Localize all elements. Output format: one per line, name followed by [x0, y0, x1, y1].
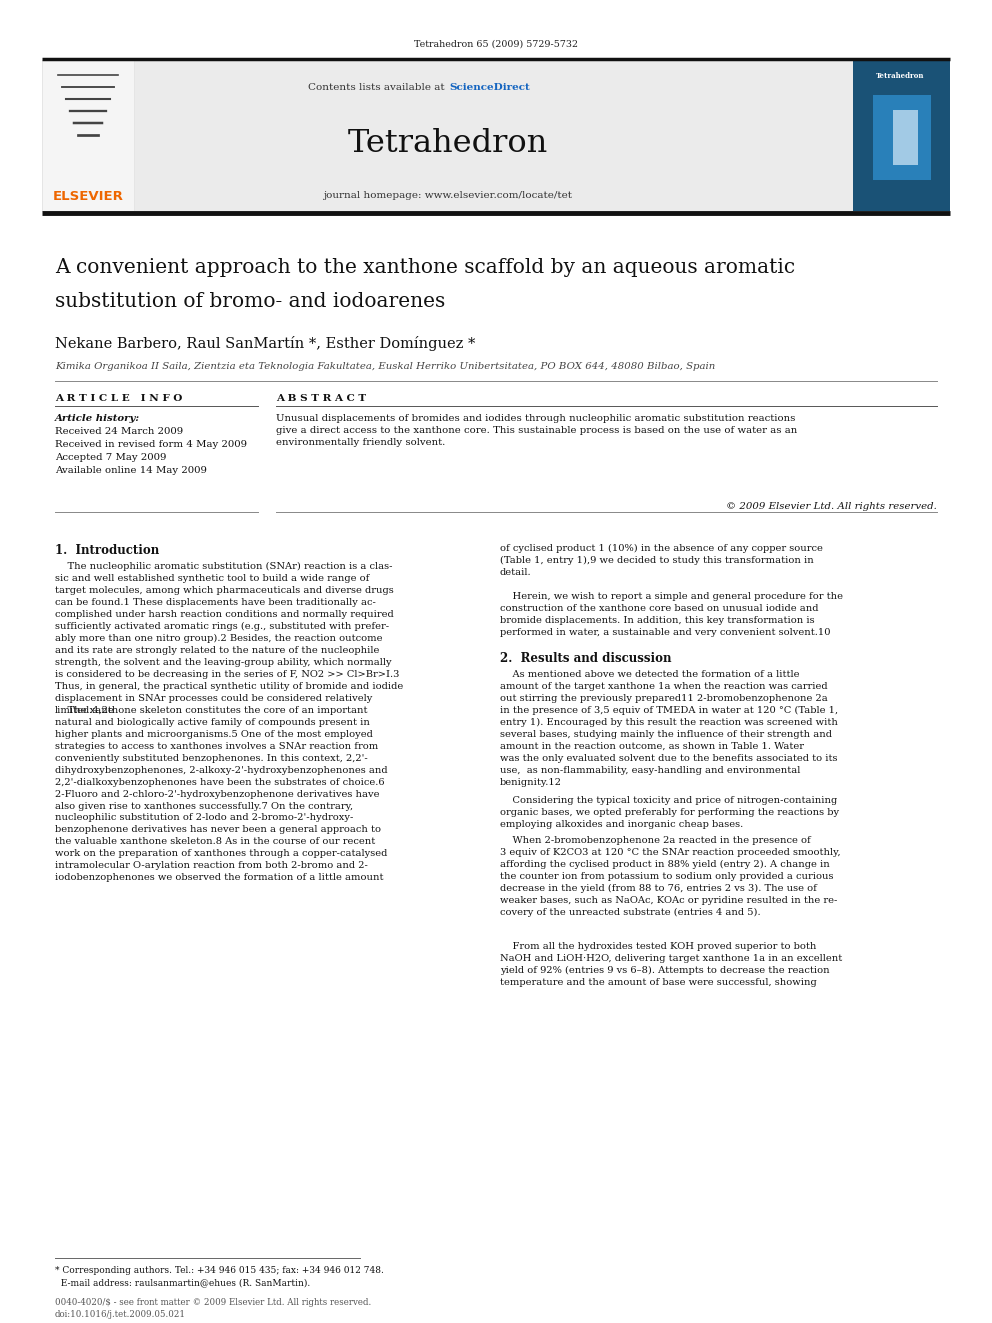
Text: © 2009 Elsevier Ltd. All rights reserved.: © 2009 Elsevier Ltd. All rights reserved… — [726, 501, 937, 511]
Text: Considering the typical toxicity and price of nitrogen-containing
organic bases,: Considering the typical toxicity and pri… — [500, 796, 839, 830]
Text: 2.  Results and discussion: 2. Results and discussion — [500, 652, 672, 665]
Text: 1.  Introduction: 1. Introduction — [55, 544, 160, 557]
Text: From all the hydroxides tested KOH proved superior to both
NaOH and LiOH·H2O, de: From all the hydroxides tested KOH prove… — [500, 942, 842, 987]
Text: journal homepage: www.elsevier.com/locate/tet: journal homepage: www.elsevier.com/locat… — [323, 192, 572, 201]
Text: As mentioned above we detected the formation of a little
amount of the target xa: As mentioned above we detected the forma… — [500, 669, 838, 787]
Text: Accepted 7 May 2009: Accepted 7 May 2009 — [55, 452, 167, 462]
Text: Herein, we wish to report a simple and general procedure for the
construction of: Herein, we wish to report a simple and g… — [500, 591, 843, 636]
Bar — [853, 60, 950, 210]
Bar — [873, 95, 931, 180]
Text: Unusual displacements of bromides and iodides through nucleophilic aromatic subs: Unusual displacements of bromides and io… — [276, 414, 798, 447]
Bar — [42, 60, 134, 210]
Text: Kimika Organikoa II Saila, Zientzia eta Teknologia Fakultatea, Euskal Herriko Un: Kimika Organikoa II Saila, Zientzia eta … — [55, 363, 715, 370]
Bar — [135, 60, 853, 212]
Text: A R T I C L E   I N F O: A R T I C L E I N F O — [55, 394, 183, 404]
Text: 0040-4020/$ - see front matter © 2009 Elsevier Ltd. All rights reserved.: 0040-4020/$ - see front matter © 2009 El… — [55, 1298, 371, 1307]
Text: E-mail address: raulsanmartin@ehues (R. SanMartin).: E-mail address: raulsanmartin@ehues (R. … — [55, 1278, 310, 1287]
Text: A B S T R A C T: A B S T R A C T — [276, 394, 366, 404]
Text: Received 24 March 2009: Received 24 March 2009 — [55, 427, 184, 437]
Text: The xanthone skeleton constitutes the core of an important
natural and biologica: The xanthone skeleton constitutes the co… — [55, 706, 388, 882]
Text: When 2-bromobenzophenone 2a reacted in the presence of
3 equiv of K2CO3 at 120 °: When 2-bromobenzophenone 2a reacted in t… — [500, 836, 840, 917]
Text: * Corresponding authors. Tel.: +34 946 015 435; fax: +34 946 012 748.: * Corresponding authors. Tel.: +34 946 0… — [55, 1266, 384, 1275]
Text: The nucleophilic aromatic substitution (SNAr) reaction is a clas-
sic and well e: The nucleophilic aromatic substitution (… — [55, 562, 404, 714]
Text: Tetrahedron: Tetrahedron — [348, 128, 549, 160]
Text: Tetrahedron 65 (2009) 5729-5732: Tetrahedron 65 (2009) 5729-5732 — [414, 40, 578, 49]
Text: doi:10.1016/j.tet.2009.05.021: doi:10.1016/j.tet.2009.05.021 — [55, 1310, 186, 1319]
Text: A convenient approach to the xanthone scaffold by an aqueous aromatic: A convenient approach to the xanthone sc… — [55, 258, 796, 277]
Text: Available online 14 May 2009: Available online 14 May 2009 — [55, 466, 207, 475]
Text: Contents lists available at: Contents lists available at — [309, 83, 448, 93]
Text: Article history:: Article history: — [55, 414, 140, 423]
Bar — [893, 110, 918, 165]
Text: Received in revised form 4 May 2009: Received in revised form 4 May 2009 — [55, 441, 247, 448]
Text: substitution of bromo- and iodoarenes: substitution of bromo- and iodoarenes — [55, 292, 445, 311]
Text: ELSEVIER: ELSEVIER — [53, 191, 123, 204]
Text: Nekane Barbero, Raul SanMartín *, Esther Domínguez *: Nekane Barbero, Raul SanMartín *, Esther… — [55, 336, 475, 351]
Text: Tetrahedron: Tetrahedron — [876, 71, 925, 79]
Text: ScienceDirect: ScienceDirect — [449, 83, 530, 93]
Text: of cyclised product 1 (10%) in the absence of any copper source
(Table 1, entry : of cyclised product 1 (10%) in the absen… — [500, 544, 823, 577]
